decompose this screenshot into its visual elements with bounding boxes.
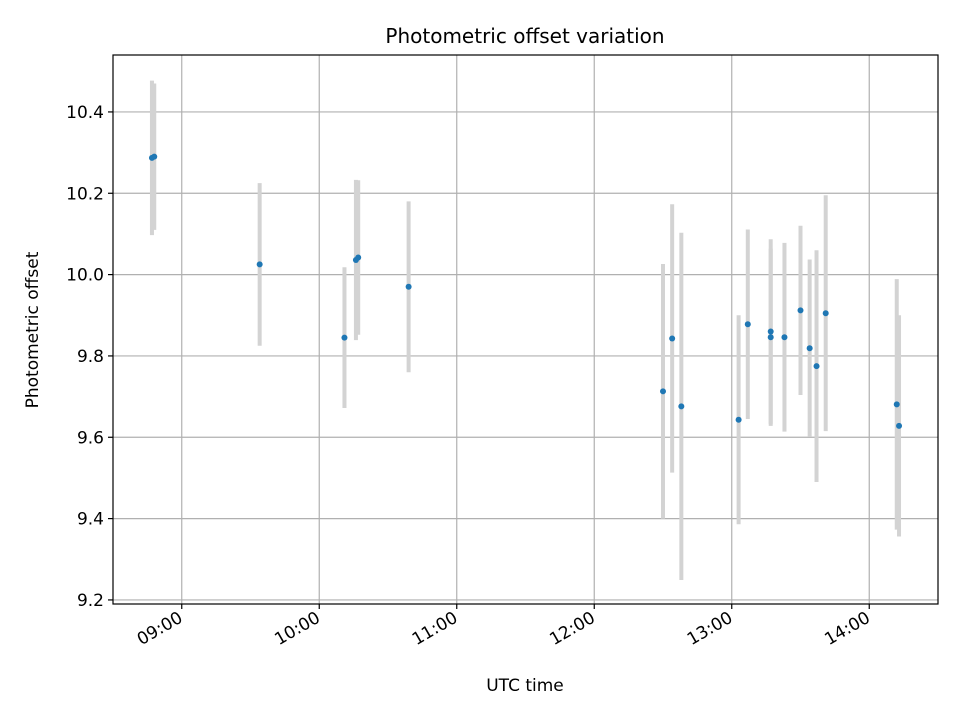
y-tick-label: 9.2 — [77, 591, 104, 611]
data-point — [797, 307, 804, 314]
data-point — [806, 345, 813, 352]
y-tick-label: 9.4 — [77, 510, 104, 530]
data-point — [767, 328, 774, 335]
data-point — [341, 334, 348, 341]
data-point — [678, 403, 685, 410]
data-point — [669, 335, 676, 342]
data-point — [744, 321, 751, 328]
plot-frame — [112, 54, 939, 605]
data-point — [896, 422, 903, 429]
data-point — [735, 416, 742, 423]
y-tick-label: 10.0 — [66, 266, 104, 286]
data-point — [767, 334, 774, 341]
y-tick-label: 10.2 — [66, 184, 104, 204]
data-point — [660, 388, 666, 395]
data-point — [893, 401, 900, 408]
data-point — [813, 363, 820, 370]
y-tick-label: 9.8 — [77, 347, 104, 367]
data-points — [148, 153, 903, 429]
y-tick-label: 10.4 — [66, 103, 104, 123]
data-point — [405, 283, 412, 290]
data-point — [822, 310, 829, 317]
y-axis-ticks: 9.2 9.4 9.6 9.8 10.0 10.2 10.4 — [66, 103, 113, 611]
data-point — [151, 153, 158, 160]
x-axis-label: UTC time — [486, 676, 564, 696]
y-tick-label: 9.6 — [77, 428, 104, 448]
data-point — [355, 254, 362, 261]
y-axis-label: Photometric offset — [23, 251, 43, 408]
data-point — [781, 334, 788, 341]
chart-title: Photometric offset variation — [385, 24, 664, 48]
data-point — [256, 261, 263, 268]
